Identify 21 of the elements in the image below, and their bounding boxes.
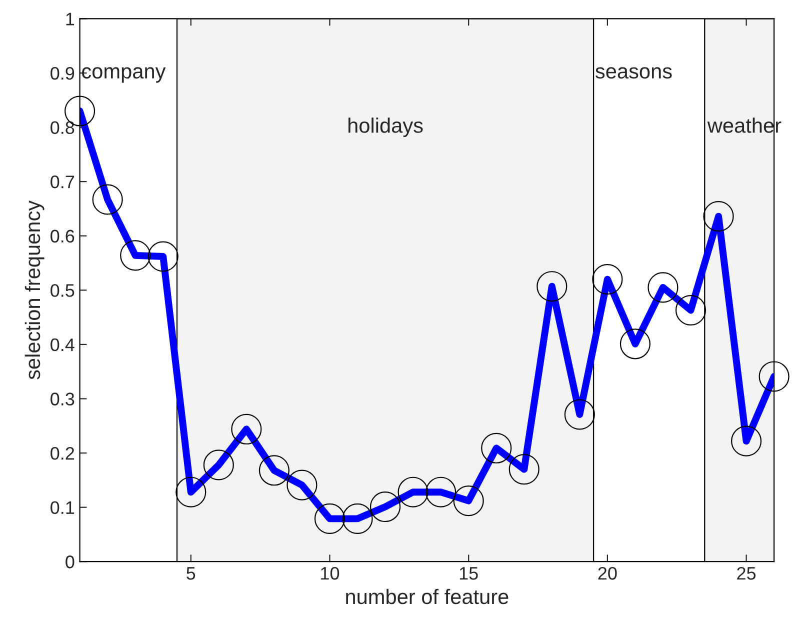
y-tick-label: 0.2	[50, 446, 74, 460]
y-tick-label: 0.6	[50, 230, 74, 243]
annotation: company	[82, 67, 166, 83]
x-tick-label: 15	[460, 567, 478, 580]
annotation: seasons	[596, 67, 672, 79]
y-axis-title: selection frequency	[24, 200, 44, 380]
y-tick-label: 0.3	[50, 392, 74, 406]
y-tick-label: 0.8	[50, 121, 74, 134]
y-tick-label: 0.1	[50, 501, 74, 514]
y-tick-label: 0.5	[50, 284, 74, 297]
y-tick-label: 0.4	[50, 338, 74, 352]
y-tick-label: 0.9	[50, 66, 74, 80]
x-tick-label: 10	[321, 566, 340, 580]
x-tick-label: 20	[598, 566, 617, 580]
x-axis-title: number of feature	[346, 588, 508, 604]
y-tick-label: 0.7	[50, 176, 74, 188]
y-tick-label: 0	[66, 556, 74, 568]
x-tick-label: 5	[186, 567, 196, 580]
y-tick-label: 1	[66, 12, 74, 26]
x-tick-label: 25	[737, 566, 756, 580]
band-label: holidays	[348, 118, 423, 138]
